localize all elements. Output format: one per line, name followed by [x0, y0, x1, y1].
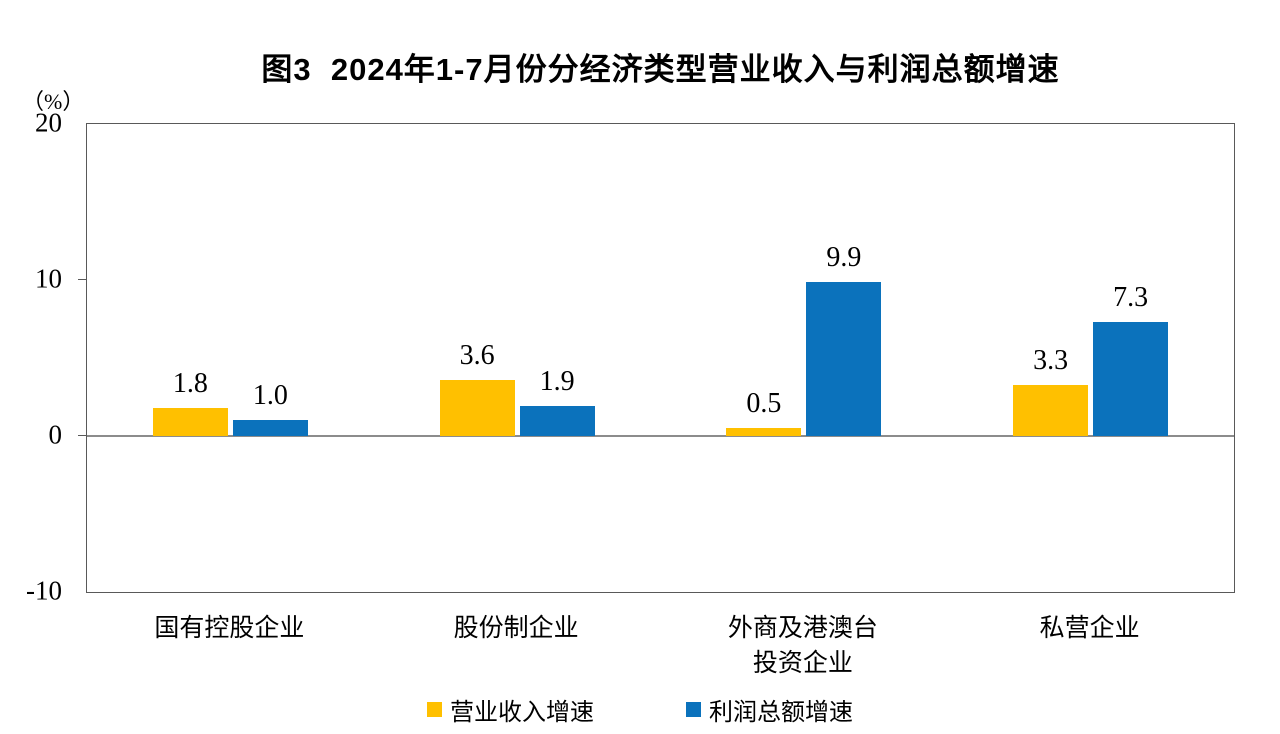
y-axis-unit-label: （%） [22, 89, 85, 114]
bar-利润总额增速-私营企业 [1093, 322, 1169, 436]
legend-label: 利润总额增速 [709, 700, 853, 726]
category-label: 私营企业 [1039, 615, 1140, 642]
bar-value-label: 1.9 [539, 366, 575, 398]
bar-value-label: 1.0 [252, 380, 288, 412]
bar-营业收入增速-外商及港澳台投资企业 [726, 428, 802, 436]
category-label: 股份制企业 [453, 615, 579, 642]
plot-area: 1.8 1.0 3.6 1.9 0.5 9.9 3.3 7.3 [86, 123, 1235, 593]
y-tick-label: 0 [48, 419, 63, 450]
bar-value-label: 7.3 [1113, 282, 1149, 314]
bar-营业收入增速-股份制企业 [439, 379, 515, 436]
chart-title: 图3 2024年1-7月份分经济类型营业收入与利润总额增速 [261, 52, 1060, 87]
bar-利润总额增速-股份制企业 [519, 406, 595, 436]
y-tick-label: 20 [35, 107, 62, 138]
bar-value-label: 3.3 [1033, 344, 1069, 376]
bar-利润总额增速-外商及港澳台投资企业 [806, 281, 882, 436]
legend-item: 利润总额增速 [686, 692, 853, 727]
category-label: 外商及港澳台 投资企业 [727, 615, 878, 677]
y-tick-label: 10 [35, 263, 62, 294]
bar-value-label: 1.8 [172, 367, 208, 399]
zero-baseline [87, 435, 1234, 437]
bar-利润总额增速-国有控股企业 [232, 420, 308, 436]
bar-value-label: 0.5 [746, 388, 782, 420]
y-tick-mark [78, 279, 86, 280]
y-tick-mark [78, 435, 86, 436]
legend-swatch [427, 702, 442, 717]
bar-value-label: 9.9 [826, 241, 862, 273]
legend-label: 营业收入增速 [450, 700, 594, 726]
legend: 营业收入增速 利润总额增速 [0, 692, 1280, 727]
legend-swatch [686, 702, 701, 717]
bar-营业收入增速-国有控股企业 [152, 407, 228, 436]
bar-value-label: 3.6 [459, 339, 495, 371]
y-tick-label: -10 [26, 575, 62, 606]
bar-营业收入增速-私营企业 [1013, 384, 1089, 436]
category-label: 国有控股企业 [154, 615, 305, 642]
legend-item: 营业收入增速 [427, 692, 594, 727]
